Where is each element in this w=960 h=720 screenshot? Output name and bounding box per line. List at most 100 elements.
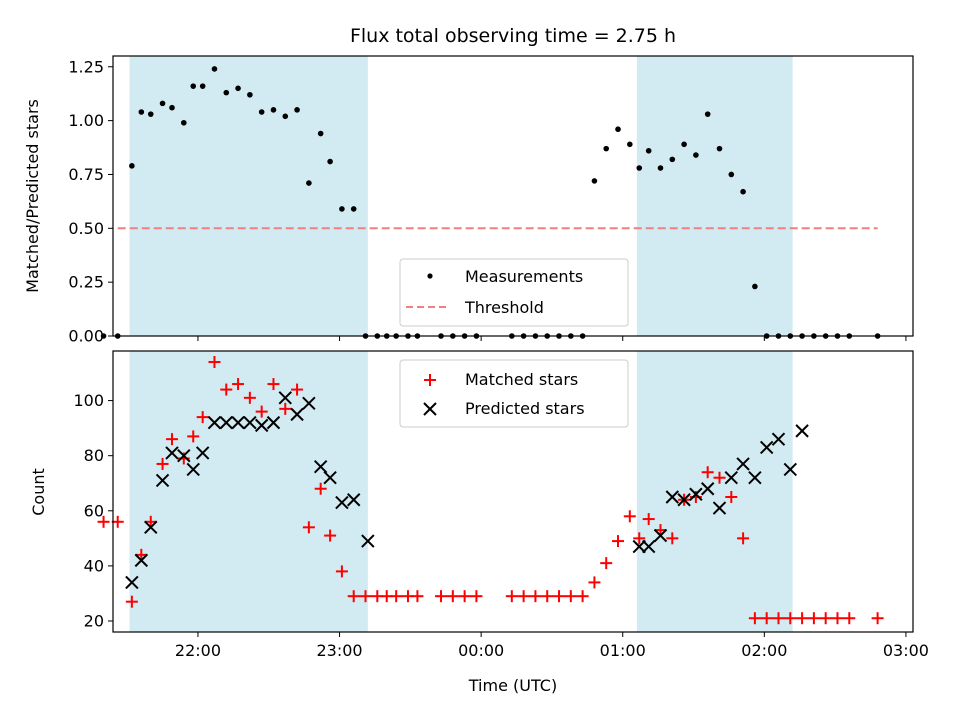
- y-tick-label: 80: [84, 446, 104, 465]
- bottom-xlabel: Time (UTC): [468, 676, 557, 695]
- measurement-point: [223, 89, 230, 96]
- predicted-star-point: [771, 432, 786, 446]
- matched-star-point: [576, 590, 589, 603]
- predicted-star-point: [665, 490, 679, 504]
- bottom-legend: Matched stars Predicted stars: [399, 359, 629, 428]
- predicted-star-point: [724, 471, 738, 485]
- matched-star-point: [760, 612, 773, 625]
- measurement-point: [704, 111, 711, 117]
- predicted-star-point: [759, 440, 774, 455]
- x-tick-label: 22:00: [175, 641, 221, 660]
- matched-star-point: [335, 565, 348, 578]
- matched-star-point: [819, 612, 832, 625]
- y-tick-label: 0.75: [68, 165, 104, 184]
- y-tick-label: 1.00: [68, 111, 104, 130]
- measurement-point: [159, 100, 166, 107]
- predicted-star-point: [155, 473, 170, 488]
- y-tick-label: 0.50: [68, 219, 104, 238]
- measurement-point: [627, 141, 633, 148]
- measurement-point: [180, 119, 187, 126]
- measurement-point: [211, 66, 218, 72]
- predicted-star-point: [165, 446, 179, 460]
- shaded-interval: [129, 351, 368, 632]
- matched-star-point: [725, 491, 738, 504]
- matched-star-point: [187, 430, 200, 443]
- predicted-star-point: [219, 415, 233, 430]
- matched-star-point: [701, 466, 714, 479]
- matched-star-point: [588, 576, 601, 589]
- measurement-point: [740, 188, 746, 195]
- matched-star-point: [458, 590, 471, 603]
- predicted-star-point: [641, 539, 656, 554]
- x-tick-label: 01:00: [600, 641, 646, 660]
- y-tick-label: 0.25: [68, 273, 104, 292]
- matched-star-point: [232, 378, 245, 391]
- predicted-star-point: [278, 391, 292, 405]
- legend-label-matched: Matched stars: [465, 370, 578, 389]
- measurement-point: [147, 111, 154, 117]
- predicted-star-point: [144, 520, 158, 535]
- predicted-star-point: [677, 493, 691, 507]
- matched-star-point: [517, 590, 530, 603]
- matched-star-point: [642, 513, 655, 526]
- measurement-point: [636, 165, 643, 171]
- matched-star-point: [165, 433, 178, 446]
- measurement-point: [270, 107, 277, 113]
- matched-star-point: [843, 612, 856, 625]
- predicted-star-point: [186, 462, 200, 477]
- matched-star-point: [347, 590, 360, 603]
- matched-star-point: [411, 590, 424, 603]
- y-tick-label: 60: [84, 501, 104, 520]
- measurement-point: [657, 165, 664, 171]
- measurement-point: [693, 152, 699, 158]
- matched-star-point: [135, 548, 148, 561]
- predicted-star-point: [335, 495, 349, 510]
- matched-star-point: [156, 457, 169, 470]
- predicted-star-point: [632, 539, 646, 554]
- matched-star-point: [564, 590, 577, 603]
- top-panel: 0.00 0.25 0.50 0.75 1.00 1.25 Matched/Predict…: [23, 55, 914, 346]
- matched-star-point: [713, 471, 726, 484]
- measurement-point: [294, 107, 300, 113]
- shaded-interval: [636, 56, 793, 336]
- matched-star-point: [446, 590, 459, 603]
- matched-star-point: [737, 532, 750, 545]
- matched-star-point: [208, 356, 221, 369]
- matched-star-point: [784, 612, 797, 625]
- matched-star-point: [196, 411, 209, 424]
- matched-star-point: [97, 515, 110, 528]
- legend-label-measurements: Measurements: [465, 267, 583, 286]
- matched-star-point: [623, 510, 636, 523]
- measurement-point: [190, 83, 197, 89]
- bottom-ylabel: Count: [29, 468, 48, 516]
- measurement-point: [138, 109, 145, 115]
- matched-star-point: [255, 405, 268, 418]
- predicted-star-point: [207, 415, 222, 430]
- matched-star-point: [541, 590, 554, 603]
- x-tick-label: 02:00: [741, 641, 787, 660]
- matched-star-point: [871, 612, 884, 625]
- y-tick-label: 1.25: [68, 57, 104, 76]
- matched-star-point: [553, 590, 566, 603]
- measurement-point: [681, 141, 687, 148]
- legend-label-predicted: Predicted stars: [465, 399, 585, 418]
- matched-star-point: [529, 590, 542, 603]
- measurement-point: [728, 171, 735, 178]
- matched-star-point: [807, 612, 820, 625]
- matched-star-point: [612, 535, 625, 548]
- legend-marker-predicted: [423, 402, 437, 416]
- shaded-interval: [636, 351, 793, 632]
- measurement-point: [129, 163, 135, 169]
- legend-marker-matched: [424, 374, 436, 386]
- chart-title: Flux total observing time = 2.75 h: [350, 25, 676, 47]
- predicted-star-point: [313, 459, 328, 474]
- measurement-point: [591, 178, 598, 184]
- measurement-point: [235, 85, 241, 92]
- predicted-star-point: [125, 575, 139, 590]
- predicted-star-point: [195, 446, 210, 460]
- measurement-point: [350, 206, 357, 212]
- top-legend: Measurements Threshold: [399, 258, 629, 327]
- matched-star-point: [267, 378, 280, 391]
- measurement-point: [247, 91, 253, 98]
- matched-star-point: [302, 521, 315, 534]
